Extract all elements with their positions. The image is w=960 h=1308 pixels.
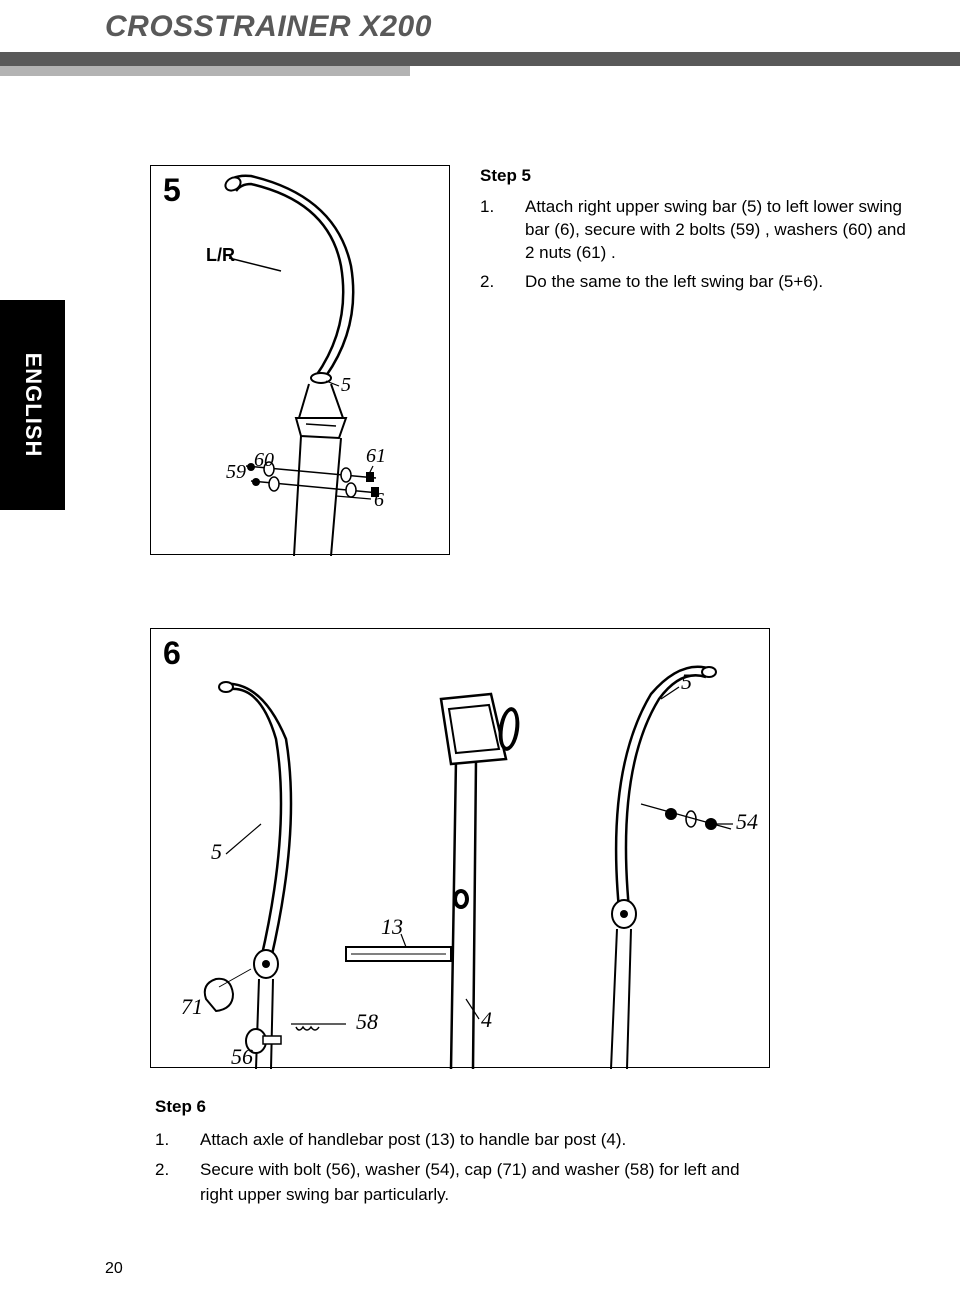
fig5-p6: 6 [374, 489, 384, 511]
step5-block: Step 5 1. Attach right upper swing bar (… [480, 165, 910, 300]
fig6-p56: 56 [231, 1044, 253, 1069]
step6-num: 1. [155, 1128, 200, 1153]
page-number: 20 [105, 1260, 123, 1278]
fig5-p61: 61 [366, 445, 386, 467]
fig6-p4: 4 [481, 1007, 492, 1032]
step6-block: Step 6 1. Attach axle of handlebar post … [155, 1095, 775, 1214]
header-rule-light [0, 66, 410, 76]
step5-item: 1. Attach right upper swing bar (5) to l… [480, 196, 910, 265]
step5-body: Do the same to the left swing bar (5+6). [525, 271, 910, 294]
step6-num: 2. [155, 1158, 200, 1207]
fig5-p5: 5 [341, 374, 351, 396]
fig6-p71: 71 [181, 994, 203, 1019]
figure-5-number: 5 [163, 172, 181, 209]
step6-body: Secure with bolt (56), washer (54), cap … [200, 1158, 775, 1207]
lr-label: L/R [206, 245, 235, 265]
figure-6-diagram: 5 5 71 56 58 13 4 54 [151, 629, 771, 1069]
step5-heading: Step 5 [480, 165, 910, 188]
fig6-p58: 58 [356, 1009, 378, 1034]
figure-6-number: 6 [163, 635, 181, 672]
fig5-p60: 60 [254, 449, 274, 471]
step5-num: 2. [480, 271, 525, 294]
figure-5: 5 L/R 5 59 60 61 6 [150, 165, 450, 555]
header-rule-dark [0, 52, 960, 66]
step6-body: Attach axle of handlebar post (13) to ha… [200, 1128, 775, 1153]
figure-6: 6 [150, 628, 770, 1068]
step5-body: Attach right upper swing bar (5) to left… [525, 196, 910, 265]
language-tab: ENGLISH [0, 300, 65, 510]
fig6-p5a: 5 [211, 839, 222, 864]
fig6-p54: 54 [736, 809, 758, 834]
step6-heading: Step 6 [155, 1095, 775, 1120]
fig6-p5b: 5 [681, 669, 692, 694]
step6-item: 1. Attach axle of handlebar post (13) to… [155, 1128, 775, 1153]
language-tab-label: ENGLISH [20, 353, 46, 458]
step6-item: 2. Secure with bolt (56), washer (54), c… [155, 1158, 775, 1207]
figure-5-diagram: L/R 5 59 60 61 6 [151, 166, 451, 556]
step5-item: 2. Do the same to the left swing bar (5+… [480, 271, 910, 294]
fig6-p13: 13 [381, 914, 403, 939]
step5-num: 1. [480, 196, 525, 265]
page-title: CROSSTRAINER X200 [105, 10, 432, 44]
fig5-p59: 59 [226, 461, 246, 483]
